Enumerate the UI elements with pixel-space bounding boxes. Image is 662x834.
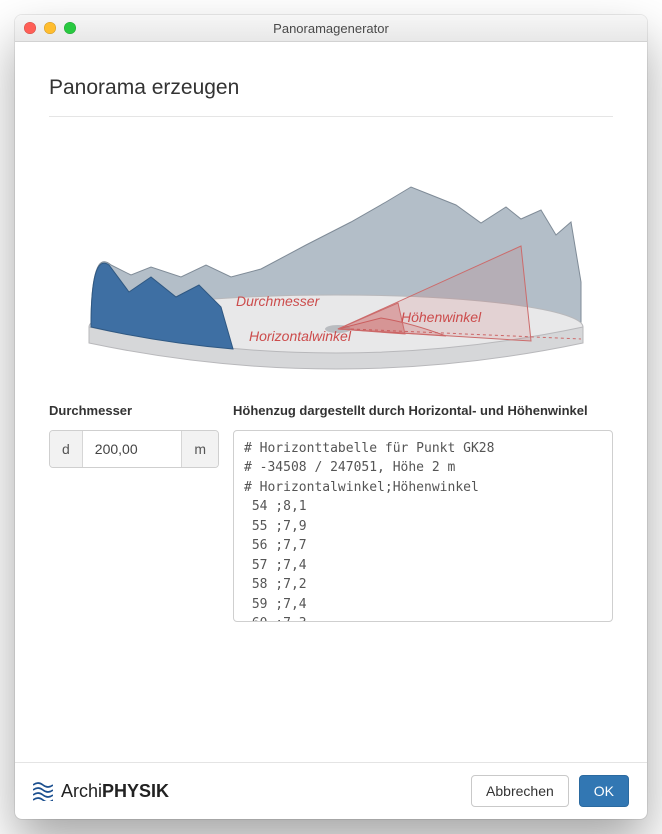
- brand-logo-icon: [33, 781, 53, 801]
- close-icon[interactable]: [24, 22, 36, 34]
- divider: [49, 116, 613, 117]
- durchmesser-suffix: m: [181, 431, 218, 467]
- brand-text-light: Archi: [61, 781, 102, 801]
- window-title: Panoramagenerator: [273, 21, 389, 36]
- durchmesser-prefix: d: [50, 431, 83, 467]
- durchmesser-input-group: d m: [49, 430, 219, 468]
- horizon-data-textarea[interactable]: [233, 430, 613, 622]
- label-durchmesser: Durchmesser: [236, 293, 321, 309]
- label-horizontalwinkel: Horizontalwinkel: [249, 328, 352, 344]
- label-hoehenwinkel: Höhenwinkel: [401, 309, 482, 325]
- page-title: Panorama erzeugen: [49, 76, 613, 100]
- panorama-illustration: Durchmesser Horizontalwinkel Höhenwinkel: [49, 127, 613, 385]
- brand: ArchiPHYSIK: [33, 781, 169, 802]
- ok-button[interactable]: OK: [579, 775, 629, 807]
- brand-text-bold: PHYSIK: [102, 781, 169, 801]
- titlebar[interactable]: Panoramagenerator: [15, 15, 647, 42]
- maximize-icon[interactable]: [64, 22, 76, 34]
- cancel-button[interactable]: Abbrechen: [471, 775, 569, 807]
- window-controls: [24, 22, 76, 34]
- content-area: Panorama erzeugen Du: [15, 42, 647, 762]
- footer: ArchiPHYSIK Abbrechen OK: [15, 762, 647, 819]
- form-row: Durchmesser d m Höhenzug dargestellt dur…: [49, 403, 613, 627]
- minimize-icon[interactable]: [44, 22, 56, 34]
- durchmesser-input[interactable]: [83, 431, 182, 467]
- durchmesser-label: Durchmesser: [49, 403, 219, 420]
- data-label: Höhenzug dargestellt durch Horizontal- u…: [233, 403, 613, 420]
- app-window: Panoramagenerator Panorama erzeugen: [15, 15, 647, 819]
